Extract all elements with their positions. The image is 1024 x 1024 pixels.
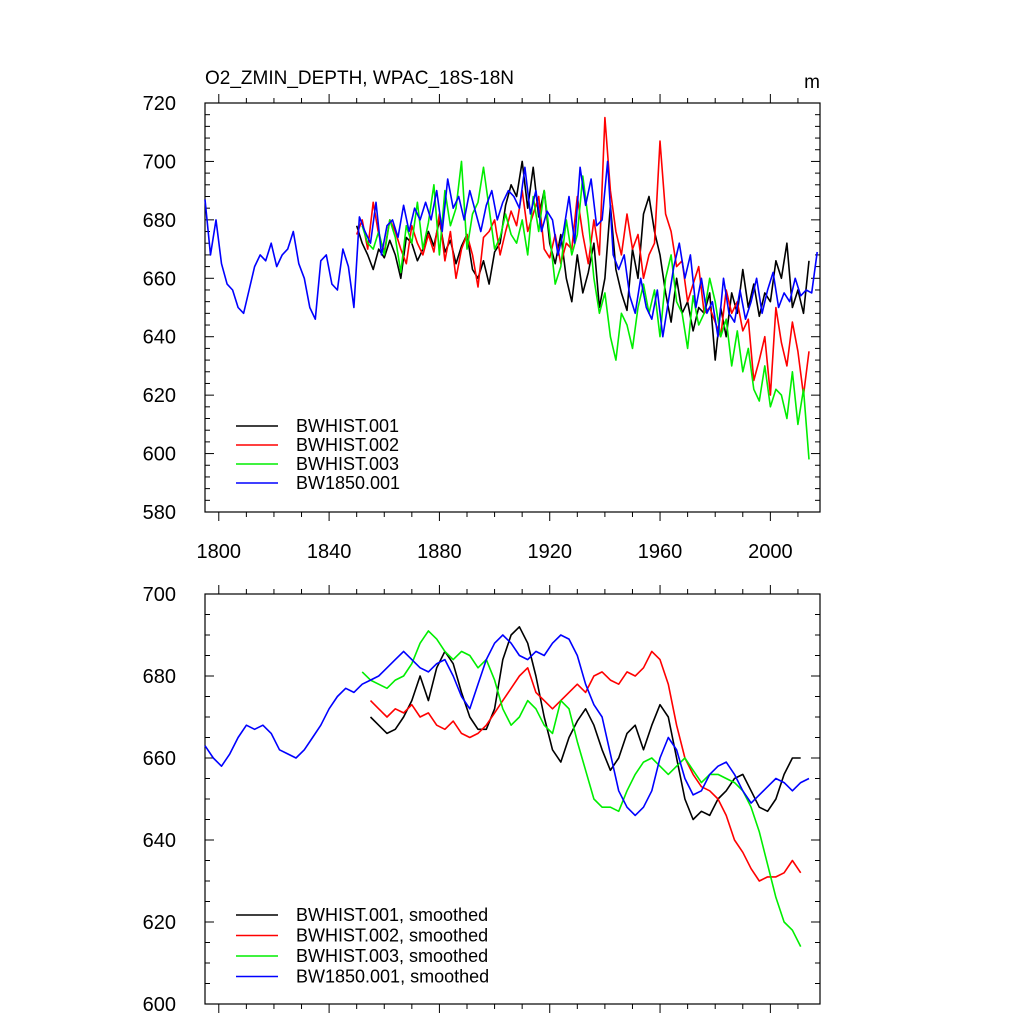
- y-tick-label: 720: [143, 93, 176, 115]
- chart-panel-top: O2_ZMIN_DEPTH, WPAC_18S-18N m 580 600 620 6…: [143, 68, 821, 563]
- y-tick-label: 600: [143, 994, 176, 1016]
- y-tick-label: 620: [143, 385, 176, 407]
- x-tick-label: 1840: [307, 541, 352, 563]
- axis-ticks: 580 600 620 640 660 680 700 720 1800 1840 1880 1920…: [143, 93, 820, 563]
- axis-ticks: 600 620 640 660 680 700: [143, 584, 820, 1016]
- y-tick-label: 680: [143, 666, 176, 688]
- x-tick-label: 1800: [197, 541, 242, 563]
- y-tick-label: 640: [143, 830, 176, 852]
- x-tick-label: 1920: [527, 541, 572, 563]
- x-tick-label: 1880: [417, 541, 462, 563]
- y-tick-label: 620: [143, 912, 176, 934]
- y-tick-label: 660: [143, 268, 176, 290]
- series-line: [361, 630, 802, 947]
- legend-label: BWHIST.002: [296, 435, 399, 455]
- series-line: [204, 634, 810, 817]
- y-tick-label: 660: [143, 748, 176, 770]
- legend-label: BW1850.001, smoothed: [296, 967, 489, 987]
- series-line: [204, 160, 818, 338]
- legend-label: BWHIST.002, smoothed: [296, 926, 488, 946]
- y-tick-label: 640: [143, 327, 176, 349]
- x-tick-label: 2000: [748, 541, 793, 563]
- y-tick-label: 680: [143, 210, 176, 232]
- y-tick-label: 700: [143, 584, 176, 606]
- legend-label: BWHIST.001, smoothed: [296, 905, 488, 925]
- x-tick-label: 1960: [638, 541, 683, 563]
- series-line: [355, 160, 810, 361]
- series-line: [369, 625, 801, 821]
- series-lines: [204, 116, 818, 460]
- legend-label: BWHIST.003: [296, 454, 399, 474]
- series-line: [355, 116, 810, 396]
- y-tick-label: 580: [143, 502, 176, 524]
- plot-frame: [204, 102, 821, 513]
- chart-title: O2_ZMIN_DEPTH, WPAC_18S-18N: [205, 68, 514, 89]
- units-label: m: [804, 72, 820, 93]
- legend-label: BWHIST.001: [296, 416, 399, 436]
- y-tick-label: 700: [143, 151, 176, 173]
- series-line: [369, 650, 802, 882]
- y-tick-label: 600: [143, 444, 176, 466]
- legend-label: BWHIST.003, smoothed: [296, 946, 488, 966]
- series-line: [361, 160, 810, 460]
- series-lines: [204, 625, 810, 947]
- legend-label: BW1850.001: [296, 473, 400, 493]
